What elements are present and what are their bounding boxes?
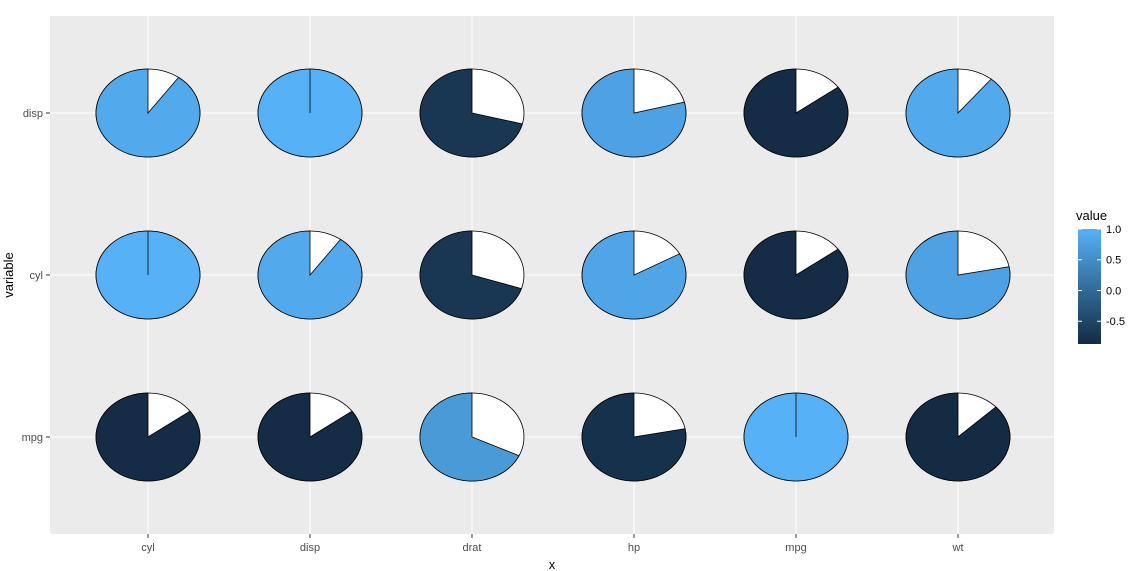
pie-disp-wt xyxy=(905,68,1011,158)
legend-title: value xyxy=(1076,208,1107,223)
pies xyxy=(95,68,1011,482)
y-axis-title: variable xyxy=(1,252,16,298)
pie-slice xyxy=(905,230,1011,320)
pie-cyl-drat xyxy=(419,230,525,320)
y-tick-label: cyl xyxy=(30,270,43,282)
pie-slice xyxy=(581,68,687,158)
legend: value 1.0 0.5 0.0 -0.5 xyxy=(1076,208,1125,344)
x-axis-title: x xyxy=(549,557,556,571)
legend-colorbar xyxy=(1078,229,1101,344)
pie-mpg-drat xyxy=(419,392,525,482)
pie-cyl-cyl xyxy=(95,230,201,320)
x-tick-label: hp xyxy=(628,542,640,554)
legend-tick-label: 0.0 xyxy=(1106,285,1121,297)
pie-cyl-hp xyxy=(581,230,687,320)
x-tick-label: drat xyxy=(463,542,482,554)
x-tick-label: cyl xyxy=(141,542,154,554)
x-tick-label: disp xyxy=(300,542,320,554)
pie-cyl-wt xyxy=(905,230,1011,320)
pie-slice xyxy=(257,230,363,320)
y-tick-label: mpg xyxy=(22,432,43,444)
x-axis-ticks: cyl disp drat hp mpg wt xyxy=(141,534,964,554)
x-tick-label: wt xyxy=(952,542,964,554)
pie-cyl-mpg xyxy=(743,230,849,320)
legend-tick-label: -0.5 xyxy=(1106,316,1125,328)
legend-tick-label: 1.0 xyxy=(1106,224,1121,236)
y-axis-ticks: mpg cyl disp xyxy=(22,108,50,444)
pie-slice xyxy=(419,392,520,482)
pie-slice xyxy=(581,230,687,320)
pie-slice xyxy=(743,68,849,158)
pie-slice xyxy=(419,68,523,158)
pie-mpg-mpg xyxy=(743,392,849,482)
pie-slice xyxy=(743,230,849,320)
pie-disp-mpg xyxy=(743,68,849,158)
legend-tick-label: 0.5 xyxy=(1106,255,1121,267)
x-tick-label: mpg xyxy=(785,542,806,554)
pie-cyl-disp xyxy=(257,230,363,320)
pie-disp-cyl xyxy=(95,68,201,158)
pie-slice xyxy=(905,68,1011,158)
pie-slice xyxy=(95,68,201,158)
legend-ticks: 1.0 0.5 0.0 -0.5 xyxy=(1078,224,1125,328)
pie-mpg-hp xyxy=(581,392,687,482)
pie-disp-disp xyxy=(257,68,363,158)
pie-mpg-cyl xyxy=(95,392,201,482)
pie-disp-hp xyxy=(581,68,687,158)
pie-disp-drat xyxy=(419,68,525,158)
pie-mpg-wt xyxy=(905,392,1011,482)
pie-slice xyxy=(419,230,522,320)
pie-slice xyxy=(95,392,201,482)
pie-mpg-disp xyxy=(257,392,363,482)
pie-slice xyxy=(257,392,363,482)
y-tick-label: disp xyxy=(23,108,43,120)
pie-slice xyxy=(581,392,687,482)
pie-slice xyxy=(905,392,1011,482)
